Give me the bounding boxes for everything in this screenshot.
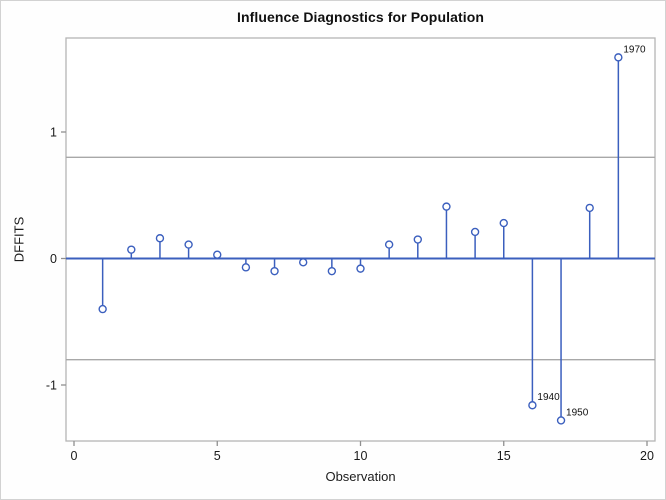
data-point-marker: [442, 202, 451, 211]
y-tick-label: 0: [50, 252, 57, 266]
data-point-marker: [614, 53, 623, 62]
data-point-marker: [241, 263, 251, 272]
y-tick-label: 1: [50, 126, 57, 140]
data-point-marker: [270, 266, 279, 276]
data-point-marker: [299, 258, 308, 267]
plot-area-frame: [65, 37, 656, 442]
data-point-marker: [356, 264, 365, 273]
x-tick-label: 20: [640, 449, 654, 463]
x-tick-label: 5: [214, 449, 221, 463]
data-point-marker: [384, 240, 394, 249]
point-label: 1970: [623, 44, 646, 55]
data-point-marker: [556, 416, 566, 425]
y-tick-label: -1: [46, 379, 57, 393]
data-point-marker: [499, 218, 508, 228]
data-point-marker: [155, 234, 165, 243]
x-axis-label: Observation: [325, 469, 396, 484]
x-tick-label: 10: [354, 449, 368, 463]
data-point-marker: [98, 304, 107, 314]
data-point-marker: [327, 266, 337, 276]
data-point-marker: [213, 250, 222, 259]
data-point-marker: [470, 227, 480, 237]
data-point-marker: [127, 245, 136, 254]
data-point-marker: [528, 401, 537, 410]
y-axis-label: DFFITS: [11, 216, 27, 263]
x-tick-label: 15: [497, 449, 511, 463]
chart-title: Influence Diagnostics for Population: [236, 9, 485, 25]
point-label: 1950: [566, 407, 589, 418]
data-point-marker: [585, 203, 594, 213]
data-point-marker: [184, 240, 193, 249]
x-tick-label: 0: [71, 449, 78, 463]
point-label: 1940: [537, 392, 560, 403]
data-point-marker: [413, 235, 422, 244]
